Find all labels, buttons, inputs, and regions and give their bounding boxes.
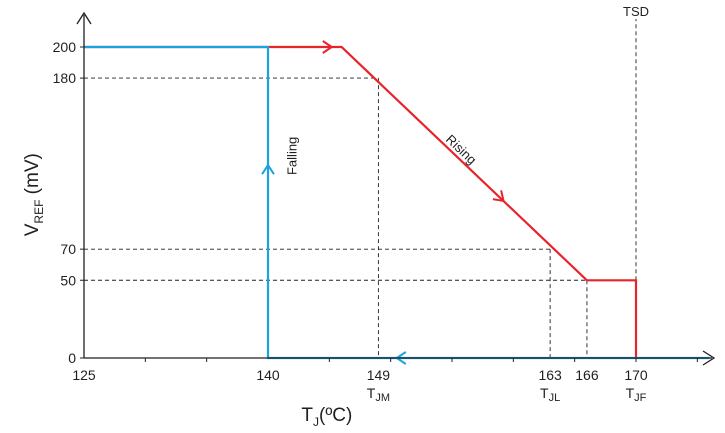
y-tick-label: 50 bbox=[60, 272, 76, 288]
tsd-label: TSD bbox=[623, 4, 649, 19]
y-tick-label: 180 bbox=[53, 70, 77, 86]
series-line-rising bbox=[84, 45, 638, 358]
y-tick-label: 0 bbox=[68, 350, 76, 366]
rising-arrow-1 bbox=[322, 40, 334, 54]
x-tick-label: 166 bbox=[575, 367, 599, 383]
x-tick-label: 170 bbox=[624, 367, 648, 383]
x-tick-label: 163 bbox=[538, 367, 562, 383]
series-line-falling bbox=[84, 45, 710, 360]
x-tick-sublabel: TJL bbox=[540, 385, 560, 404]
y-tick-label: 200 bbox=[53, 39, 77, 55]
x-axis-title: TJ(ºC) bbox=[301, 405, 352, 429]
y-tick-label: 70 bbox=[60, 241, 76, 257]
x-tick-sublabel: TJM bbox=[367, 385, 390, 404]
x-axis-arrow-icon bbox=[702, 350, 716, 366]
x-tick-label: 149 bbox=[367, 367, 391, 383]
x-tick-label: 125 bbox=[72, 367, 96, 383]
x-tick-label: 140 bbox=[256, 367, 280, 383]
falling-label: Falling bbox=[285, 137, 300, 175]
y-axis-arrow-icon bbox=[76, 11, 92, 25]
x-tick-sublabel: TJF bbox=[626, 385, 647, 404]
falling-arrow-1 bbox=[261, 163, 275, 175]
rising-arrow-2 bbox=[492, 190, 505, 203]
y-axis-title: VREF (mV) bbox=[22, 153, 46, 236]
